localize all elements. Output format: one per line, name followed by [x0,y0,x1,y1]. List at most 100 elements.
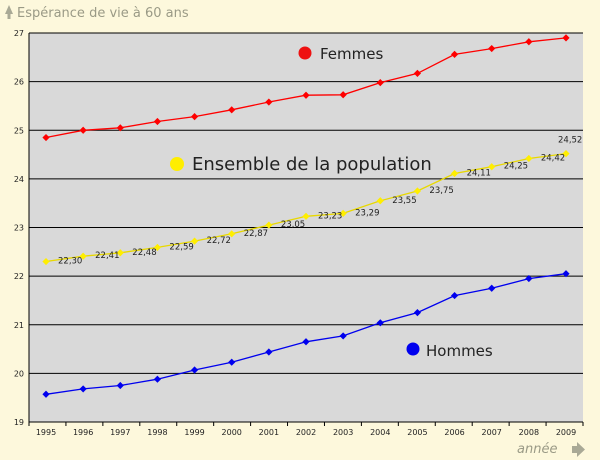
data-point [488,163,496,171]
data-label: 24,25 [504,162,528,172]
x-tick-label: 1998 [147,428,167,437]
y-axis-title: Espérance de vie à 60 ans [5,5,189,21]
data-point [413,308,422,317]
data-point [562,149,570,158]
y-tick-label: 19 [14,418,24,427]
data-label: 22,87 [244,229,268,239]
y-axis-label: Espérance de vie à 60 ans [17,6,189,21]
data-point [228,106,236,114]
legend-label-hommes: Hommes [426,342,493,360]
data-point [302,338,310,346]
arrow-up-icon [5,5,13,19]
data-point [339,332,347,340]
x-tick-label: 2002 [296,428,316,437]
x-axis-label: année [517,442,557,457]
y-tick-label: 25 [14,126,24,135]
data-point [302,91,310,99]
data-point [450,169,459,178]
data-point [190,366,199,374]
x-tick-label: 2000 [222,428,242,437]
x-axis: 1995 1996 1997 1998 1999 2000 2001 2002 2003 2004… [28,421,584,437]
arrow-right-icon [572,442,585,457]
data-point [79,252,87,260]
data-point [116,381,124,390]
data-point [376,197,384,205]
data-point [116,249,124,257]
data-point [488,44,496,53]
data-label: 23,23 [318,211,342,221]
data-point [116,124,124,132]
x-tick-label: 2009 [556,428,576,437]
data-point [265,98,273,106]
data-point [413,69,422,77]
data-point [339,91,347,99]
data-label: 24,52 [558,136,582,146]
x-tick-label: 2006 [444,428,464,437]
x-tick-label: 2001 [259,428,279,437]
data-point [190,113,199,121]
x-tick-label: 2008 [519,428,539,437]
data-label: 23,05 [281,220,305,230]
data-labels-layer: 22,30 22,41 22,48 22,59 22,72 22,87 23,05 23,23… [58,136,582,267]
legend: Femmes Ensemble de la population Hommes [170,45,493,360]
y-tick-label: 26 [14,78,24,87]
data-point [376,78,384,87]
y-tick-label: 27 [14,29,24,38]
data-point [153,243,162,252]
data-point [562,34,570,42]
y-axis: 19 20 21 22 23 24 25 26 27 [14,29,30,427]
legend-marker-hommes [406,342,420,356]
x-tick-label: 2004 [370,428,390,437]
y-tick-label: 23 [14,224,24,233]
data-point [450,50,459,58]
x-tick-label: 1997 [110,428,130,437]
data-point [302,212,310,220]
data-label: 22,59 [169,242,193,252]
series-0 [42,34,570,142]
data-point [413,187,422,195]
data-point [376,319,384,327]
data-label: 22,41 [95,251,119,261]
x-axis-title: année [517,442,585,457]
data-point [79,385,87,393]
x-tick-label: 1999 [184,428,204,437]
series-2 [42,270,570,398]
data-label: 24,11 [467,169,491,179]
data-point [339,209,347,217]
series-layer [42,34,570,398]
legend-label-femmes: Femmes [320,45,383,63]
data-point [79,126,87,134]
data-label: 24,42 [541,153,565,163]
data-label: 22,72 [207,236,231,246]
data-point [450,291,459,300]
data-label: 22,48 [132,248,156,258]
y-tick-label: 24 [14,175,24,184]
y-tick-label: 22 [14,272,24,281]
data-point [525,274,533,283]
y-tick-label: 21 [14,321,24,330]
data-label: 23,75 [429,186,453,196]
legend-marker-ensemble [170,157,184,171]
data-point [42,257,50,266]
x-tick-label: 2007 [482,428,502,437]
x-tick-label: 2005 [407,428,427,437]
data-point [265,348,273,356]
series-1 [42,149,570,266]
legend-label-ensemble: Ensemble de la population [192,154,432,175]
data-point [228,230,236,238]
data-point [488,284,496,292]
data-point [42,390,50,398]
x-tick-label: 1995 [36,428,56,437]
data-label: 23,29 [355,208,379,218]
data-point [265,221,273,229]
data-point [525,154,533,163]
data-label: 22,30 [58,257,82,267]
x-tick-label: 1996 [73,428,93,437]
x-tick-label: 2003 [333,428,353,437]
y-tick-label: 20 [14,369,24,378]
data-label: 23,55 [392,196,416,206]
data-point [525,38,533,46]
data-point [562,270,570,278]
gridlines [29,32,583,374]
